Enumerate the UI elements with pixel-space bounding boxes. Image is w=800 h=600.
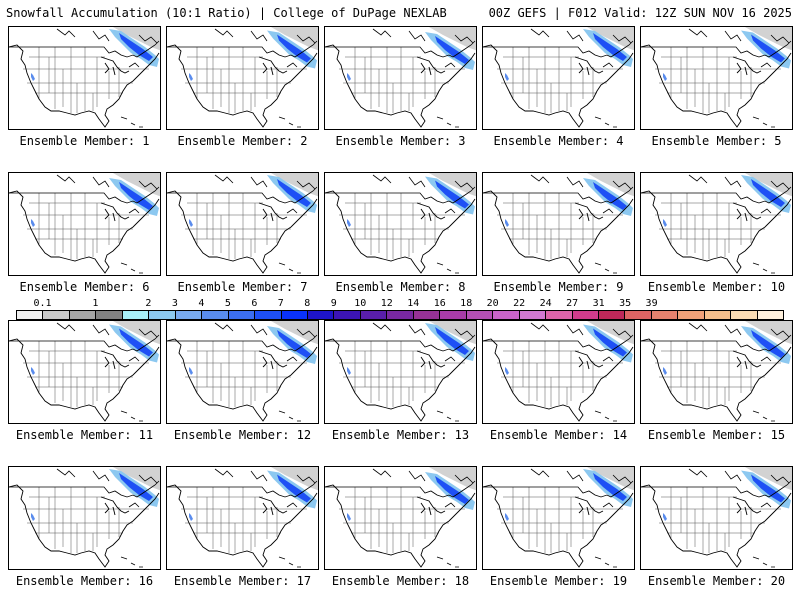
ensemble-member-label: Ensemble Member: 5	[651, 134, 782, 148]
colorbar-swatch	[69, 311, 97, 319]
snowfall-map	[8, 320, 161, 424]
colorbar-tick-label: 10	[354, 298, 367, 309]
colorbar-swatch	[43, 311, 70, 319]
snowfall-map	[166, 26, 319, 130]
ensemble-member-label: Ensemble Member: 12	[173, 428, 312, 442]
colorbar-tick-label: 4	[198, 298, 205, 309]
snowfall-map	[8, 172, 161, 276]
colorbar-labels: 0.1 1 2 3 4 5 6 7 8 9 10 12 14 16 18 20 22 24 27 31 35 39	[16, 298, 784, 309]
colorbar-tick-label: 18	[460, 298, 473, 309]
colorbar-swatch	[546, 311, 573, 319]
colorbar-swatch	[413, 311, 441, 319]
colorbar-swatch	[731, 311, 758, 319]
colorbar-swatch	[678, 311, 705, 319]
colorbar-tick-label: 27	[566, 298, 579, 309]
colorbar-swatch	[572, 311, 599, 319]
ensemble-member-label: Ensemble Member: 10	[647, 280, 786, 294]
colorbar-swatch	[598, 311, 626, 319]
ensemble-member-label: Ensemble Member: 15	[647, 428, 786, 442]
colorbar-swatch	[175, 311, 203, 319]
colorbar-tick-label: 5	[224, 298, 231, 309]
colorbar-swatch	[440, 311, 467, 319]
snowfall-map	[640, 26, 793, 130]
ensemble-member-label: Ensemble Member: 4	[493, 134, 624, 148]
colorbar-swatch	[493, 311, 520, 319]
colorbar-swatch	[281, 311, 308, 319]
colorbar-tick-label: 9	[330, 298, 337, 309]
colorbar-tick-label: 6	[251, 298, 258, 309]
ensemble-member-label: Ensemble Member: 7	[177, 280, 308, 294]
colorbar-tick-label: 0.1	[33, 298, 52, 309]
ensemble-member-label: Ensemble Member: 8	[335, 280, 466, 294]
colorbar-tick-label: 2	[145, 298, 152, 309]
snowfall-colorbar: 0.1 1 2 3 4 5 6 7 8 9 10 12 14 16 18 20 22 24 27 31 35 39	[16, 298, 784, 320]
colorbar-swatch	[466, 311, 494, 319]
ensemble-member-label: Ensemble Member: 14	[489, 428, 628, 442]
snowfall-map	[166, 172, 319, 276]
colorbar-tick-label: 16	[433, 298, 446, 309]
ensemble-member-label: Ensemble Member: 19	[489, 574, 628, 588]
colorbar-tick-label: 22	[513, 298, 526, 309]
colorbar-tick-label: 39	[645, 298, 658, 309]
snowfall-map	[166, 320, 319, 424]
colorbar-swatch	[519, 311, 547, 319]
snowfall-map	[640, 466, 793, 570]
snowfall-map	[324, 26, 477, 130]
chart-title: Snowfall Accumulation (10:1 Ratio) | Col…	[6, 6, 447, 20]
colorbar-swatch	[17, 311, 44, 319]
snowfall-map	[482, 320, 635, 424]
ensemble-member-label: Ensemble Member: 11	[15, 428, 154, 442]
colorbar-tick-label: 3	[171, 298, 178, 309]
colorbar-swatch	[757, 311, 784, 319]
snowfall-map	[8, 26, 161, 130]
colorbar-tick-label: 8	[304, 298, 311, 309]
colorbar-swatch	[122, 311, 150, 319]
ensemble-member-label: Ensemble Member: 18	[331, 574, 470, 588]
ensemble-member-label: Ensemble Member: 3	[335, 134, 466, 148]
colorbar-tick-label: 20	[486, 298, 499, 309]
colorbar-tick-label: 35	[619, 298, 632, 309]
snowfall-map	[482, 26, 635, 130]
colorbar-tick-label: 31	[592, 298, 605, 309]
snowfall-map	[324, 466, 477, 570]
model-run-info: 00Z GEFS | F012 Valid: 12Z SUN NOV 16 20…	[488, 6, 792, 20]
snowfall-map	[640, 320, 793, 424]
snowfall-map	[640, 172, 793, 276]
snowfall-map	[8, 466, 161, 570]
colorbar-swatch	[360, 311, 388, 319]
colorbar-swatch	[149, 311, 176, 319]
colorbar-swatch	[387, 311, 414, 319]
colorbar-swatches	[16, 310, 784, 320]
colorbar-swatch	[334, 311, 361, 319]
colorbar-swatch	[202, 311, 229, 319]
colorbar-swatch	[96, 311, 123, 319]
colorbar-tick-label: 1	[92, 298, 99, 309]
colorbar-tick-label: 24	[539, 298, 552, 309]
colorbar-swatch	[228, 311, 256, 319]
snowfall-map	[482, 466, 635, 570]
colorbar-tick-label: 14	[407, 298, 420, 309]
colorbar-tick-label: 12	[380, 298, 393, 309]
ensemble-member-label: Ensemble Member: 6	[19, 280, 150, 294]
colorbar-swatch	[625, 311, 652, 319]
colorbar-swatch	[307, 311, 335, 319]
ensemble-member-label: Ensemble Member: 17	[173, 574, 312, 588]
ensemble-member-label: Ensemble Member: 20	[647, 574, 786, 588]
colorbar-swatch	[704, 311, 732, 319]
ensemble-member-label: Ensemble Member: 2	[177, 134, 308, 148]
ensemble-member-label: Ensemble Member: 1	[19, 134, 150, 148]
snowfall-map	[324, 320, 477, 424]
colorbar-swatch	[651, 311, 679, 319]
ensemble-member-label: Ensemble Member: 13	[331, 428, 470, 442]
colorbar-swatch	[255, 311, 282, 319]
snowfall-map	[482, 172, 635, 276]
ensemble-member-label: Ensemble Member: 16	[15, 574, 154, 588]
ensemble-member-label: Ensemble Member: 9	[493, 280, 624, 294]
snowfall-map	[166, 466, 319, 570]
snowfall-map	[324, 172, 477, 276]
colorbar-tick-label: 7	[277, 298, 284, 309]
